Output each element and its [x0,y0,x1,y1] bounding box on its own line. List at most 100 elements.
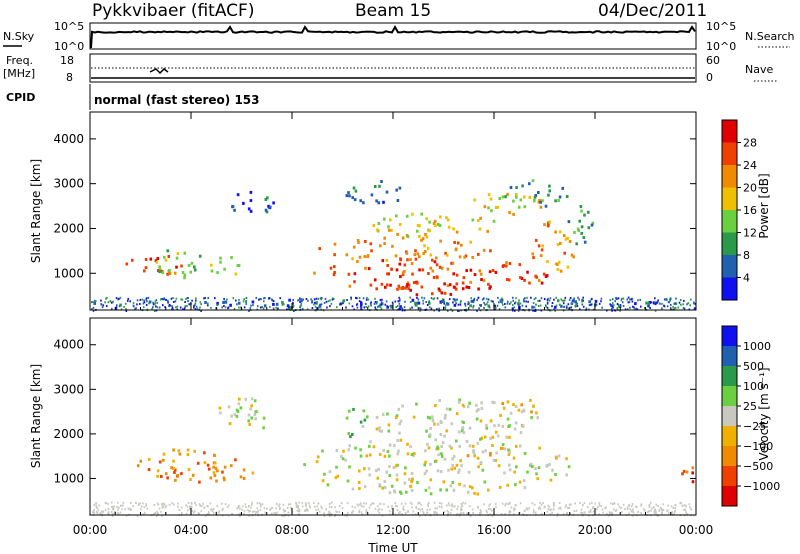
velocity-cell [369,440,372,444]
power-cell [515,186,518,189]
velocity-ground-cell [251,510,254,513]
velocity-ground-cell [163,502,165,505]
power-cell [568,240,572,243]
power-cell [418,224,421,228]
velocity-ground-cell [480,511,482,514]
velocity-ground-cell [556,512,559,515]
power-cell [358,255,362,259]
power-cell [534,194,538,197]
power-cell [348,194,351,198]
velocity-cell [247,419,250,423]
velocity-cell [348,465,351,469]
velocity-cell [218,406,222,410]
power-cell [398,262,402,266]
velocity-ground-cell [99,513,101,516]
velocity-ground-cell [156,510,158,513]
velocity-ground-cell [120,504,122,507]
power-cell [453,298,457,302]
velocity-cell [378,452,382,456]
power-cell [391,244,394,248]
velocity-ground-cell [277,504,280,507]
power-cell [502,264,506,267]
power-ground-cell [301,307,304,310]
power-ground-cell [631,300,634,303]
velocity-ground-cell [531,502,534,505]
velocity-ground-cell [307,502,310,505]
velocity-ground-cell [279,506,281,509]
velocity-ground-cell [365,502,367,505]
power-ground-cell [305,298,308,300]
power-cell [509,186,513,189]
velocity-ground-cell [289,503,292,506]
power-cell [418,234,421,238]
power-ground-cell [570,303,573,306]
velocity-ground-cell [684,504,686,507]
power-ground-cell [102,304,105,307]
power-ground-cell [457,303,460,306]
velocity-ground-cell [308,504,311,507]
velocity-cell [156,469,160,473]
velocity-ground-cell [243,510,246,513]
power-cell [440,291,444,295]
power-ground-cell [187,300,189,303]
power-ground-cell [621,301,624,304]
power-cell [418,268,421,272]
velocity-ground-cell [598,513,600,516]
power-cell [421,268,425,272]
power-cell [429,253,433,257]
velocity-cell [506,483,509,487]
power-ground-cell [419,309,421,312]
velocity-cell [237,402,241,406]
power-cell [286,304,290,308]
velocity-cell [491,400,494,404]
velocity-ground-cell [466,512,468,515]
power-cell [356,239,360,242]
velocity-cell [423,463,426,467]
power-ground-cell [648,302,651,305]
power-ground-cell [512,299,515,302]
velocity-cell [410,453,414,456]
power-ground-cell [693,307,696,310]
power-ground-cell [319,305,322,308]
power-ground-cell [573,299,575,302]
power-cell [272,201,275,205]
power-ground-cell [255,296,258,299]
velocity-ground-cell [241,508,243,511]
ytick-label: 2000 [53,221,84,235]
velocity-ground-cell [199,504,201,507]
velocity-ground-cell [187,501,190,504]
velocity-cell [471,486,474,490]
power-cell [389,283,392,287]
velocity-ground-cell [327,512,330,515]
power-ground-cell [501,297,503,300]
velocity-cell [416,481,419,485]
velocity-ground-cell [130,502,132,504]
velocity-cell [386,412,389,416]
power-ground-cell [649,307,651,309]
velocity-cell [398,490,402,494]
velocity-ground-cell [298,508,301,511]
velocity-cell [426,415,430,419]
power-ground-cell [564,299,566,302]
velocity-cell [173,471,176,474]
freq-tick-low: 8 [66,71,73,84]
velocity-cell [388,443,392,447]
velocity-cell [530,416,533,420]
power-ground-cell [500,301,502,303]
power-ground-cell [514,309,516,312]
power-ground-cell [356,306,359,309]
velocity-ground-cell [683,508,685,511]
velocity-cell [358,469,361,473]
velocity-cell [467,470,471,474]
power-ground-cell [582,299,584,302]
power-ground-cell [210,306,212,309]
power-cell [570,253,574,257]
power-cell [523,205,527,209]
velocity-cell [501,402,505,405]
velocity-cell [531,465,534,468]
power-ground-cell [171,305,173,308]
velocity-ground-cell [601,508,604,511]
power-ground-cell [363,306,366,309]
power-cell [574,300,577,304]
velocity-cell [458,468,461,472]
